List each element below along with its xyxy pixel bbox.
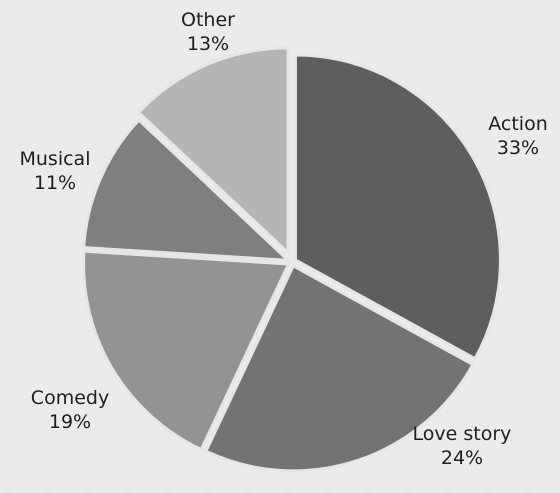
slice-label-other: Other 13% bbox=[181, 9, 235, 55]
slice-value-label: 11% bbox=[34, 172, 76, 194]
pie-labels: Action 33% Love story 24% Comedy 19% Musical 11… bbox=[20, 9, 548, 469]
slice-category-label: Other bbox=[181, 9, 235, 31]
slice-category-label: Action bbox=[488, 113, 548, 135]
pie-slice-love-story bbox=[203, 263, 475, 473]
slice-value-label: 13% bbox=[187, 33, 229, 55]
slice-label-musical: Musical 11% bbox=[20, 148, 91, 194]
slice-value-label: 33% bbox=[497, 137, 539, 159]
pie-slice-action bbox=[293, 53, 502, 361]
pie-slices bbox=[82, 46, 502, 473]
pie-slice-musical bbox=[82, 117, 293, 263]
slice-category-label: Musical bbox=[20, 148, 91, 170]
slice-value-label: 24% bbox=[441, 447, 483, 469]
slice-value-label: 19% bbox=[49, 411, 91, 433]
slice-label-comedy: Comedy 19% bbox=[31, 387, 109, 433]
slice-category-label: Comedy bbox=[31, 387, 109, 409]
slice-category-label: Love story bbox=[413, 423, 512, 445]
pie-slice-comedy bbox=[82, 249, 291, 452]
slice-label-love-story: Love story 24% bbox=[413, 423, 512, 469]
slice-label-action: Action 33% bbox=[488, 113, 548, 159]
pie-slice-other bbox=[136, 46, 290, 257]
